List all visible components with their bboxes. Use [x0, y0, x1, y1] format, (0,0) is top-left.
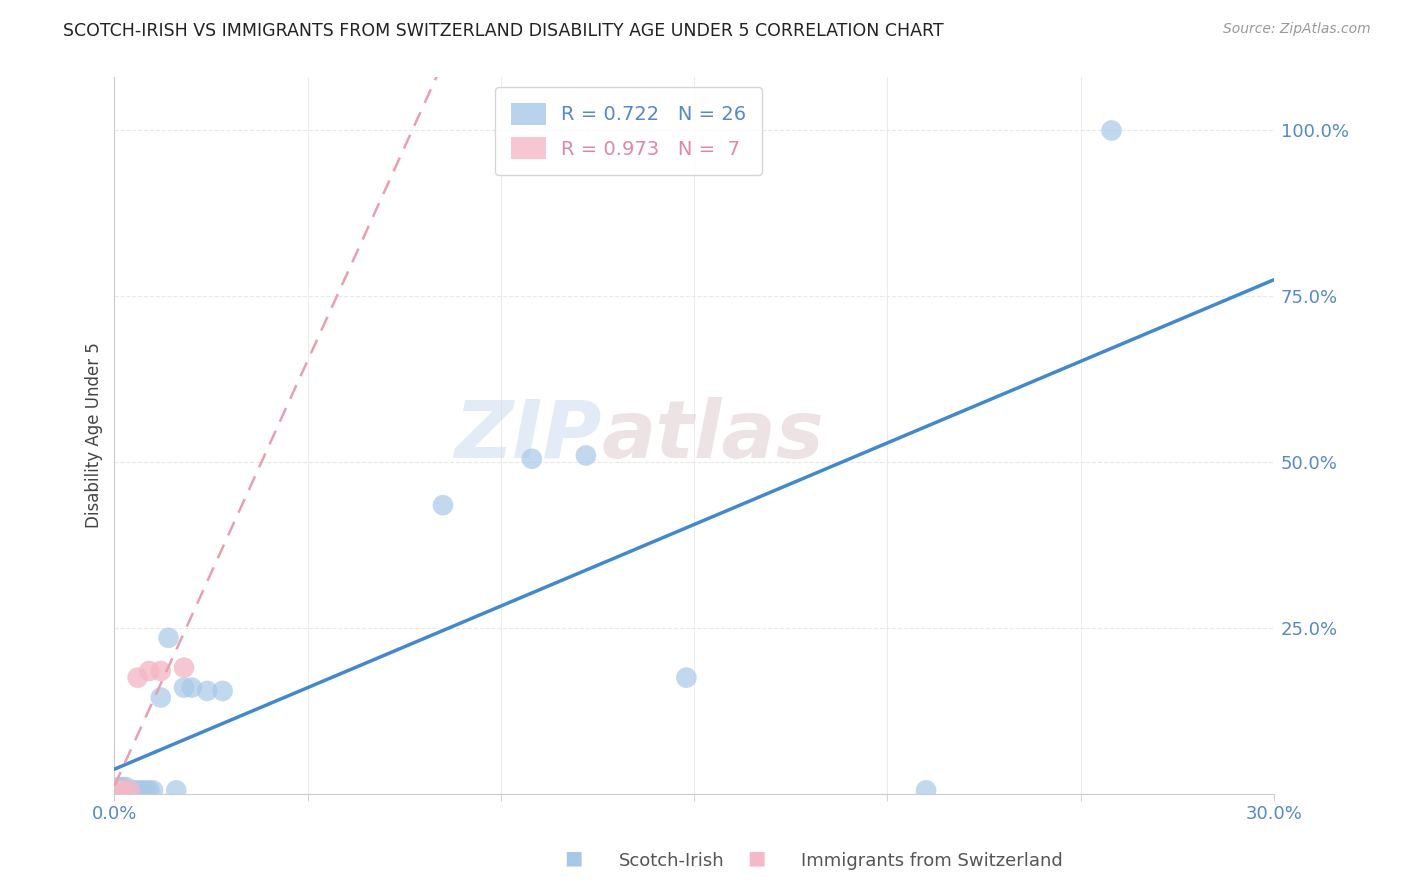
Point	[520, 451, 543, 466]
Point	[134, 783, 156, 797]
Point	[107, 780, 129, 794]
Point	[1101, 123, 1123, 137]
Point	[111, 783, 134, 797]
Point	[115, 783, 138, 797]
Point	[575, 449, 598, 463]
Point	[142, 783, 165, 797]
Point	[138, 664, 160, 678]
Point	[107, 783, 129, 797]
Point	[107, 783, 129, 797]
Text: atlas: atlas	[602, 397, 824, 475]
Text: ■: ■	[564, 849, 583, 868]
Text: Source: ZipAtlas.com: Source: ZipAtlas.com	[1223, 22, 1371, 37]
Point	[432, 498, 454, 512]
Text: Immigrants from Switzerland: Immigrants from Switzerland	[801, 852, 1063, 870]
Text: Scotch-Irish: Scotch-Irish	[619, 852, 724, 870]
Y-axis label: Disability Age Under 5: Disability Age Under 5	[86, 343, 103, 528]
Point	[675, 671, 697, 685]
Point	[149, 690, 172, 705]
Point	[138, 783, 160, 797]
Point	[195, 684, 218, 698]
Point	[111, 783, 134, 797]
Point	[118, 783, 141, 797]
Point	[131, 783, 153, 797]
Point	[149, 664, 172, 678]
Point	[173, 681, 195, 695]
Point	[111, 780, 134, 794]
Point	[157, 631, 180, 645]
Point	[180, 681, 202, 695]
Legend: R = 0.722   N = 26, R = 0.973   N =  7: R = 0.722 N = 26, R = 0.973 N = 7	[495, 87, 762, 175]
Point	[122, 783, 145, 797]
Text: ZIP: ZIP	[454, 397, 602, 475]
Point	[165, 783, 187, 797]
Point	[115, 780, 138, 794]
Point	[915, 783, 938, 797]
Text: SCOTCH-IRISH VS IMMIGRANTS FROM SWITZERLAND DISABILITY AGE UNDER 5 CORRELATION C: SCOTCH-IRISH VS IMMIGRANTS FROM SWITZERL…	[63, 22, 943, 40]
Text: ■: ■	[747, 849, 766, 868]
Point	[211, 684, 233, 698]
Point	[173, 661, 195, 675]
Point	[127, 783, 149, 797]
Point	[127, 671, 149, 685]
Point	[118, 783, 141, 797]
